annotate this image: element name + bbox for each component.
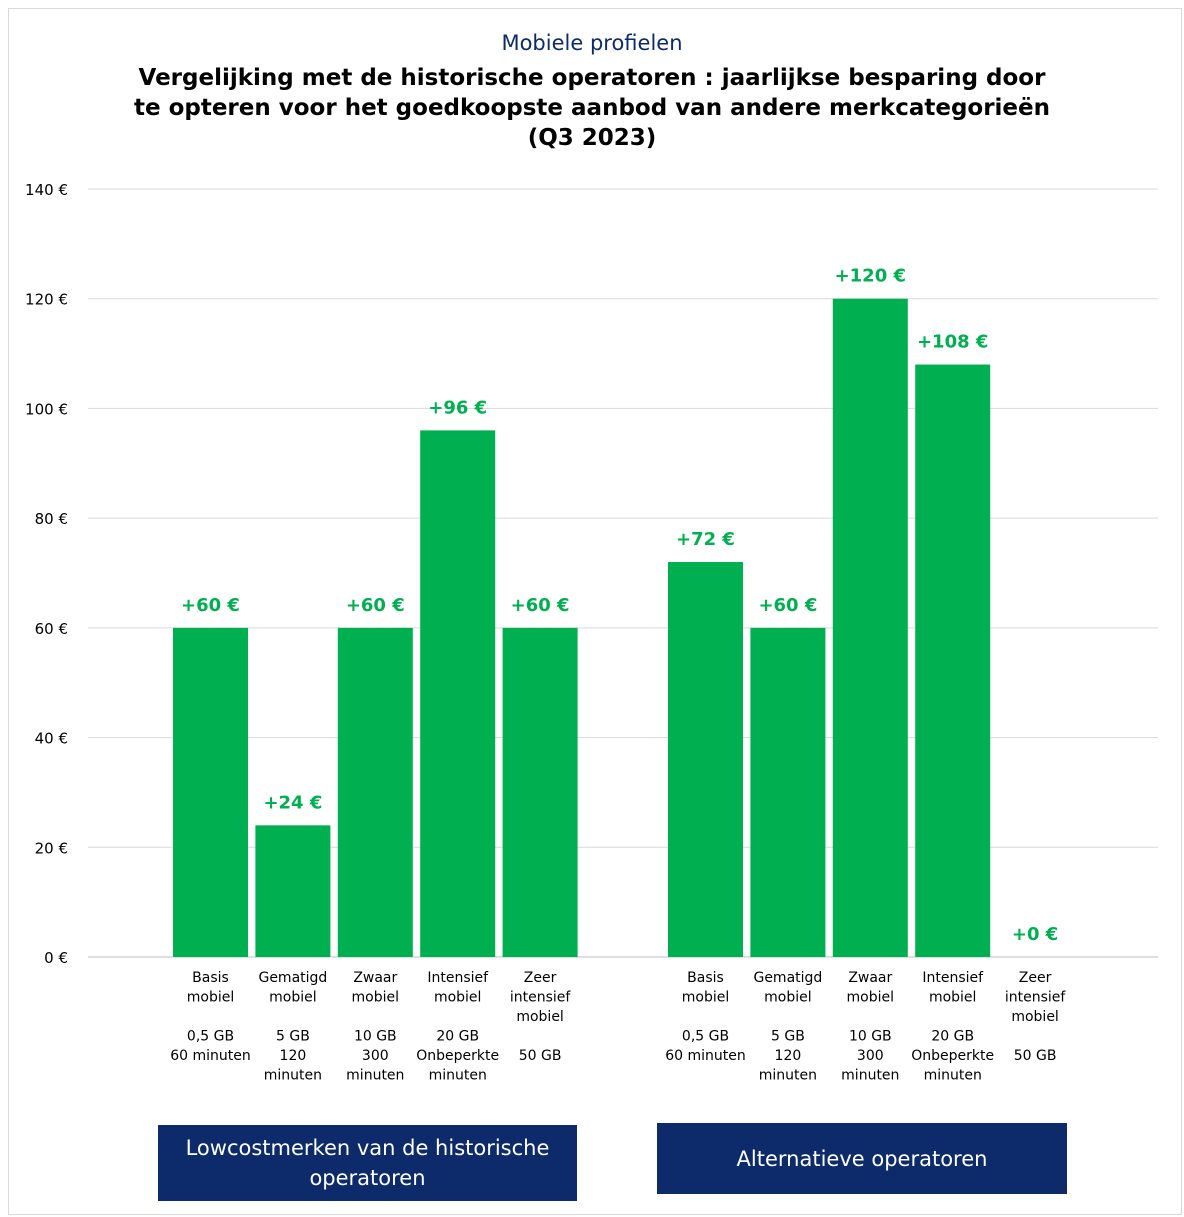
data-label: +60 € — [758, 595, 817, 616]
x-tick-label: Zwaar mobiel 10 GB 300 minuten — [346, 970, 404, 1084]
bar — [337, 627, 413, 957]
data-label: +60 € — [346, 595, 405, 616]
x-tick-label: Intensief mobiel 20 GB Onbeperkte minuten — [911, 970, 994, 1084]
data-label: +0 € — [1012, 924, 1058, 945]
x-tick-label: Gematigd mobiel 5 GB 120 minuten — [258, 970, 327, 1084]
y-tick-label: 20 € — [35, 839, 68, 857]
data-label: +72 € — [676, 529, 735, 550]
group-label-alternative: Alternatieve operatoren — [657, 1123, 1067, 1194]
y-tick-label: 0 € — [44, 949, 68, 967]
y-tick-label: 40 € — [35, 730, 68, 748]
y-tick-label: 120 € — [25, 291, 68, 309]
bar — [173, 627, 248, 957]
x-tick-label: Basis mobiel 0,5 GB 60 minuten — [665, 970, 746, 1064]
data-label: +108 € — [917, 332, 988, 353]
bar — [915, 364, 991, 957]
x-tick-label: Zeer intensief mobiel 50 GB — [510, 970, 572, 1064]
data-label: +24 € — [263, 792, 322, 813]
y-tick-label: 80 € — [35, 510, 68, 528]
data-label: +120 € — [835, 266, 906, 287]
bar — [420, 430, 496, 957]
x-tick-label: Basis mobiel 0,5 GB 60 minuten — [170, 970, 251, 1064]
bar — [255, 825, 331, 957]
bar — [750, 627, 826, 957]
data-label: +96 € — [428, 397, 487, 418]
chart-title: Vergelijking met de historische operator… — [133, 65, 1051, 151]
bar — [832, 298, 908, 957]
data-label: +60 € — [511, 595, 570, 616]
x-tick-label: Gematigd mobiel 5 GB 120 minuten — [753, 970, 822, 1084]
y-tick-label: 60 € — [35, 620, 68, 638]
bar — [502, 627, 578, 957]
x-tick-label: Zeer intensief mobiel 50 GB — [1005, 970, 1067, 1064]
y-tick-label: 100 € — [25, 400, 68, 418]
y-tick-label: 140 € — [25, 181, 68, 199]
x-tick-label: Zwaar mobiel 10 GB 300 minuten — [841, 970, 899, 1084]
data-label: +60 € — [181, 595, 240, 616]
chart-subtitle: Mobiele profielen — [501, 31, 683, 55]
group-label-lowcost: Lowcostmerken van de historische operato… — [158, 1125, 577, 1201]
x-tick-label: Intensief mobiel 20 GB Onbeperkte minuten — [416, 970, 499, 1084]
bar — [668, 562, 743, 957]
